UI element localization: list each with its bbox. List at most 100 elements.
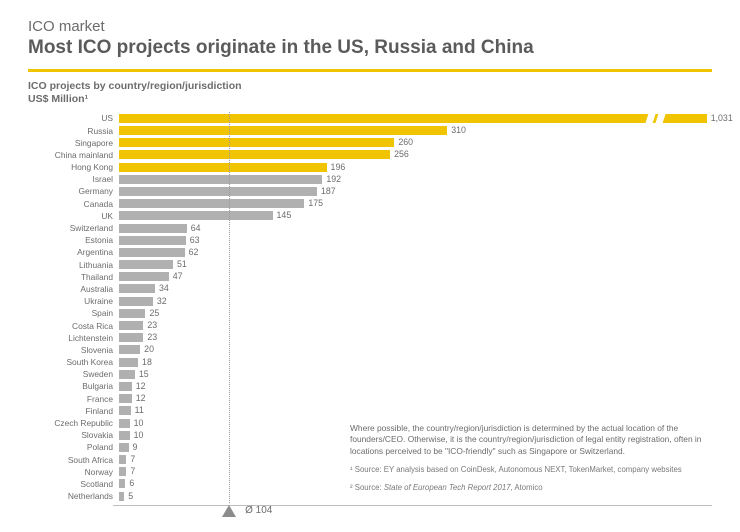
category-label: Slovakia (28, 430, 119, 440)
bar (119, 443, 129, 452)
bar-row: Argentina 62 (28, 246, 712, 258)
bar (119, 126, 447, 135)
bar-track: 11 (119, 406, 712, 415)
bar-track: 175 (119, 199, 712, 208)
bar-row: Thailand 47 (28, 271, 712, 283)
bar-value: 32 (153, 296, 167, 306)
category-label: Argentina (28, 247, 119, 257)
bar (119, 175, 322, 184)
bar (119, 467, 126, 476)
bar-track: 260 (119, 138, 712, 147)
bar-value: 62 (185, 247, 199, 257)
average-label: Ø 104 (245, 505, 272, 516)
bar-track: 47 (119, 272, 712, 281)
bar-row: Germany187 (28, 185, 712, 197)
bar-row: France12 (28, 393, 712, 405)
bar-track: 310 (119, 126, 712, 135)
category-label: Slovenia (28, 345, 119, 355)
category-label: Finland (28, 406, 119, 416)
bar-value: 64 (187, 223, 201, 233)
bar (119, 199, 304, 208)
bar-track: 32 (119, 297, 712, 306)
bar (119, 150, 390, 159)
category-label: Lichtenstein (28, 333, 119, 343)
category-label: Norway (28, 467, 119, 477)
bar (119, 321, 143, 330)
bar-row: Slovenia 20 (28, 344, 712, 356)
bar-row: Sweden15 (28, 368, 712, 380)
bar-row: Lithuania51 (28, 259, 712, 271)
bar (119, 370, 135, 379)
bar-track: 64 (119, 224, 712, 233)
bar-value: 260 (394, 137, 413, 147)
bar (119, 358, 138, 367)
bar-value: 47 (169, 271, 183, 281)
bar-value: 23 (143, 320, 157, 330)
bar-row: Russia310 (28, 124, 712, 136)
bar-value: 187 (317, 186, 336, 196)
category-label: South Africa (28, 455, 119, 465)
bar-row: Switzerland 64 (28, 222, 712, 234)
bar-row: Spain25 (28, 307, 712, 319)
bar-track: 196 (119, 163, 712, 172)
category-label: US (28, 113, 119, 123)
bar-value: 12 (132, 393, 146, 403)
category-label: Switzerland (28, 223, 119, 233)
bar (119, 138, 394, 147)
bar-track: 20 (119, 345, 712, 354)
bar-value: 23 (143, 332, 157, 342)
bar-track: 25 (119, 309, 712, 318)
bar-value: 10 (130, 418, 144, 428)
bar-value: 10 (130, 430, 144, 440)
category-label: South Korea (28, 357, 119, 367)
eyebrow: ICO market (28, 18, 712, 35)
bar (119, 248, 185, 257)
bar-row: Lichtenstein 23 (28, 332, 712, 344)
bar-row: US1,031 (28, 112, 712, 124)
category-label: Sweden (28, 369, 119, 379)
bar-value: 256 (390, 149, 409, 159)
category-label: Poland (28, 442, 119, 452)
average-marker-icon (222, 505, 236, 517)
bar-track: 192 (119, 175, 712, 184)
y-axis-label: ICO projects by country/region/jurisdict… (28, 80, 712, 106)
bar-track: 23 (119, 333, 712, 342)
category-label: Hong Kong (28, 162, 119, 172)
category-label: Spain (28, 308, 119, 318)
category-label: Thailand (28, 272, 119, 282)
bar-track: 12 (119, 394, 712, 403)
bar (119, 114, 707, 123)
bar-row: UK145 (28, 210, 712, 222)
bar (119, 211, 273, 220)
category-label: Israel (28, 174, 119, 184)
category-label: Bulgaria (28, 381, 119, 391)
bar-value: 34 (155, 283, 169, 293)
bar (119, 382, 132, 391)
bar-track: 187 (119, 187, 712, 196)
bar-row: Israel192 (28, 173, 712, 185)
bar-value: 7 (126, 454, 135, 464)
bar (119, 455, 126, 464)
bar-value: 196 (327, 162, 346, 172)
category-label: Estonia (28, 235, 119, 245)
category-label: Costa Rica (28, 321, 119, 331)
bar (119, 406, 131, 415)
bar-value: 310 (447, 125, 466, 135)
category-label: China mainland (28, 150, 119, 160)
note-body: Where possible, the country/region/juris… (350, 423, 716, 457)
bar-value: 20 (140, 344, 154, 354)
bar-track: 62 (119, 248, 712, 257)
bar-track: 18 (119, 358, 712, 367)
bar-row: Ukraine32 (28, 295, 712, 307)
bar (119, 333, 143, 342)
bar-row: Singapore260 (28, 137, 712, 149)
bar-value: 145 (273, 210, 292, 220)
category-label: Scotland (28, 479, 119, 489)
bar-row: Bulgaria12 (28, 380, 712, 392)
bar-track: 1,031 (119, 114, 712, 123)
bar-track: 23 (119, 321, 712, 330)
page-title: Most ICO projects originate in the US, R… (28, 37, 712, 59)
bar (119, 431, 130, 440)
bar-row: Costa Rica 23 (28, 319, 712, 331)
bar (119, 419, 130, 428)
